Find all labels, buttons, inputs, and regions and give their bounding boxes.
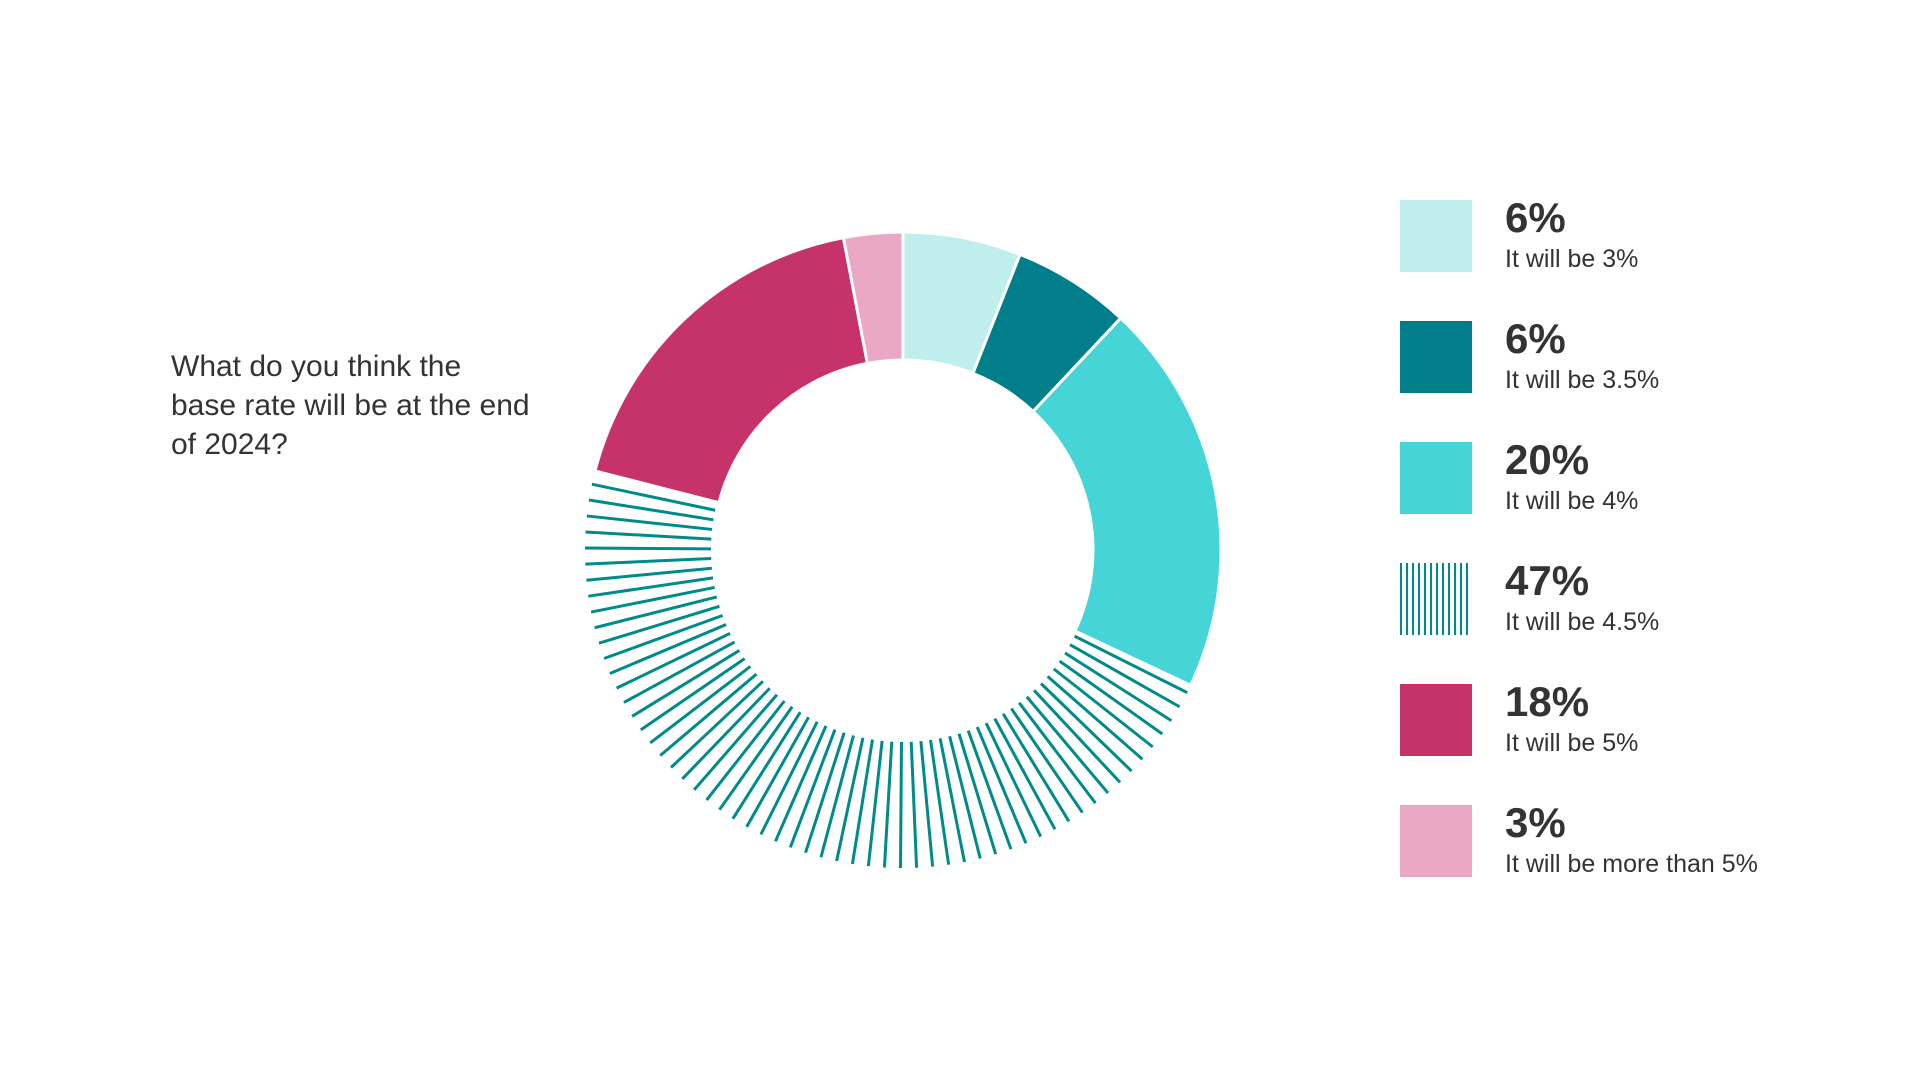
legend-label-4: It will be 4% (1505, 487, 1639, 515)
donut-slice-it-will-be-5 (593, 235, 870, 505)
legend-percent-3-5: 6% (1505, 315, 1566, 362)
legend-item-3: 6% It will be 3% (1400, 194, 1880, 273)
legend-swatch-5 (1400, 684, 1472, 756)
legend-swatch-more-than-5 (1400, 805, 1472, 877)
donut-slice-it-will-be-4-5 (585, 482, 1188, 869)
legend-percent-5: 18% (1505, 678, 1590, 725)
legend-label-5: It will be 5% (1505, 729, 1639, 757)
legend-percent-4-5: 47% (1505, 557, 1590, 604)
legend-item-5: 18% It will be 5% (1400, 678, 1880, 757)
legend-label-3-5: It will be 3.5% (1505, 366, 1660, 394)
legend-label-4-5: It will be 4.5% (1505, 608, 1660, 636)
legend-item-more-than-5: 3% It will be more than 5% (1400, 799, 1880, 878)
legend-swatch-3-5 (1400, 321, 1472, 393)
legend-label-more-than-5: It will be more than 5% (1505, 850, 1758, 878)
chart-question: What do you think the base rate will be … (171, 350, 530, 461)
legend-item-4-5: 47% It will be 4.5% (1400, 557, 1880, 636)
legend-item-4: 20% It will be 4% (1400, 436, 1880, 515)
legend-percent-more-than-5: 3% (1505, 799, 1566, 846)
donut-slice-it-will-be-4 (1030, 316, 1223, 688)
legend-percent-4: 20% (1505, 436, 1590, 483)
legend-percent-3: 6% (1505, 194, 1566, 241)
legend-swatch-3 (1400, 200, 1472, 272)
legend: 6% It will be 3% 6% It will be 3.5% 20% … (1400, 194, 1880, 878)
legend-item-3-5: 6% It will be 3.5% (1400, 315, 1880, 394)
legend-swatch-4 (1400, 442, 1472, 514)
legend-label-3: It will be 3% (1505, 245, 1639, 273)
legend-swatch-4-5 (1400, 563, 1472, 635)
donut-slice-it-will-be-more-than-5 (841, 230, 905, 366)
